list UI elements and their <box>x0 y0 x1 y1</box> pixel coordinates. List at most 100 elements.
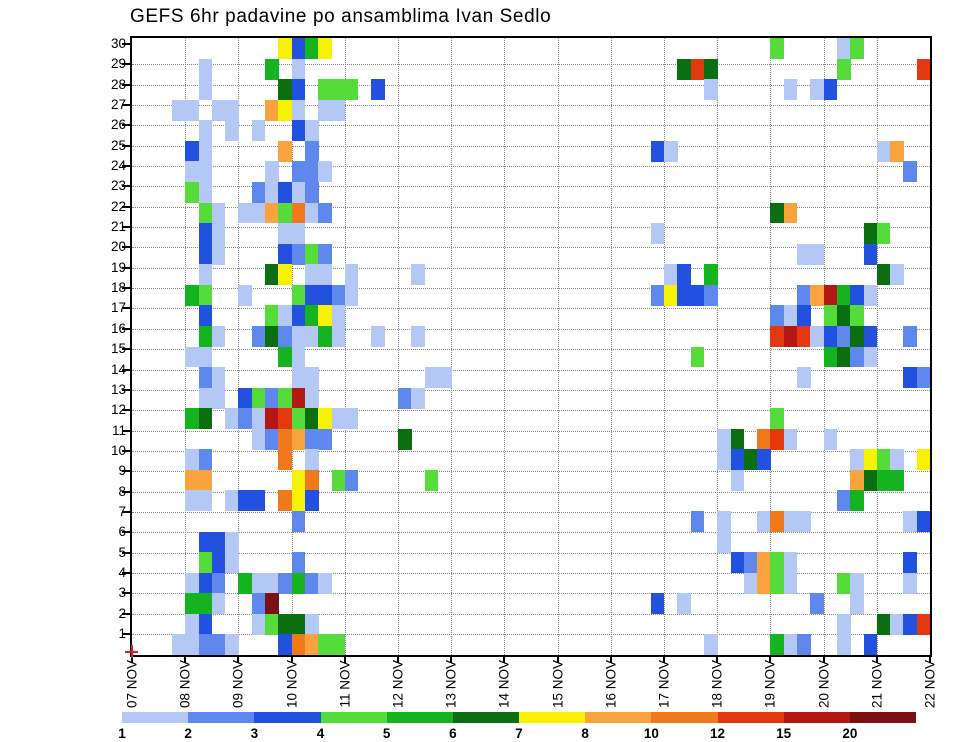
y-tick-label: 16 <box>110 320 126 336</box>
heatmap-cell <box>291 634 306 655</box>
x-tick <box>503 655 506 663</box>
heatmap-cell <box>770 408 785 430</box>
heatmap-cell <box>331 99 346 121</box>
heatmap-cell <box>717 449 731 471</box>
heatmap-cell <box>690 284 705 306</box>
heatmap-cell <box>265 593 279 615</box>
x-tick <box>556 655 559 663</box>
y-tick <box>122 470 130 473</box>
heatmap-cell <box>863 469 878 491</box>
heatmap-cell <box>291 223 306 245</box>
h-gridline <box>132 634 930 635</box>
heatmap-cell <box>836 325 851 347</box>
heatmap-cell <box>371 79 386 101</box>
heatmap-cell <box>185 469 199 491</box>
heatmap-cell <box>198 346 213 368</box>
y-tick <box>122 43 130 45</box>
colorbar-segment <box>386 712 453 723</box>
v-gridline <box>557 38 559 655</box>
heatmap-grid <box>132 38 930 655</box>
heatmap-cell <box>757 428 771 450</box>
heatmap-cell <box>850 284 864 306</box>
x-tick-label: 14 NOV <box>496 659 512 709</box>
heatmap-cell <box>770 305 785 327</box>
heatmap-cell <box>304 305 319 327</box>
colorbar-label: 12 <box>709 726 726 741</box>
heatmap-cell <box>278 387 292 409</box>
heatmap-cell <box>850 325 864 347</box>
x-tick <box>343 655 346 663</box>
heatmap-cell <box>198 58 213 80</box>
heatmap-cell <box>198 243 213 265</box>
heatmap-cell <box>304 449 319 471</box>
h-gridline <box>132 227 930 229</box>
heatmap-cell <box>278 634 292 655</box>
heatmap-cell <box>185 284 199 306</box>
heatmap-cell <box>185 140 199 162</box>
colorbar-segment <box>254 712 321 723</box>
y-tick <box>122 185 130 188</box>
heatmap-cell <box>225 490 239 512</box>
y-tick <box>122 63 130 66</box>
heatmap-cell <box>650 140 665 162</box>
heatmap-cell <box>291 387 306 409</box>
heatmap-cell <box>265 408 279 430</box>
heatmap-cell <box>251 408 266 430</box>
heatmap-cell <box>876 264 891 286</box>
colorbar-segment <box>188 712 255 723</box>
heatmap-cell <box>304 264 319 286</box>
heatmap-cell <box>690 58 705 80</box>
h-gridline <box>132 308 930 310</box>
plot-area <box>130 36 932 657</box>
colorbar-segment <box>717 712 784 723</box>
heatmap-cell <box>318 264 332 286</box>
heatmap-cell <box>278 346 292 368</box>
heatmap-cell <box>291 469 306 491</box>
y-tick <box>122 287 130 290</box>
heatmap-cell <box>251 120 266 142</box>
h-gridline <box>132 389 930 391</box>
y-tick <box>122 571 130 574</box>
heatmap-cell <box>291 490 306 512</box>
heatmap-cell <box>304 38 319 59</box>
heatmap-cell <box>291 613 306 635</box>
heatmap-cell <box>823 346 838 368</box>
heatmap-cell <box>850 449 864 471</box>
heatmap-cell <box>344 469 359 491</box>
heatmap-cell <box>903 572 918 594</box>
heatmap-cell <box>850 572 864 594</box>
heatmap-cell <box>291 120 306 142</box>
heatmap-cell <box>225 99 239 121</box>
heatmap-cell <box>265 264 279 286</box>
heatmap-cell <box>836 613 851 635</box>
h-gridline <box>132 125 930 127</box>
heatmap-cell <box>836 346 851 368</box>
heatmap-cell <box>677 284 691 306</box>
y-tick <box>122 592 130 595</box>
heatmap-cell <box>318 305 332 327</box>
heatmap-cell <box>770 634 785 655</box>
heatmap-cell <box>291 161 306 183</box>
y-tick <box>122 633 130 635</box>
colorbar-label: 3 <box>250 726 259 741</box>
heatmap-cell <box>411 387 425 409</box>
heatmap-cell <box>265 428 279 450</box>
heatmap-cell <box>664 264 678 286</box>
x-tick <box>929 655 931 663</box>
h-gridline <box>132 64 930 66</box>
heatmap-cell <box>850 469 864 491</box>
heatmap-cell <box>265 305 279 327</box>
v-gridline <box>664 38 665 655</box>
x-tick-label: 12 NOV <box>390 659 406 709</box>
h-gridline <box>132 105 930 107</box>
heatmap-cell <box>903 325 918 347</box>
heatmap-cell <box>198 284 213 306</box>
heatmap-cell <box>211 243 226 265</box>
heatmap-cell <box>198 264 213 286</box>
heatmap-cell <box>251 572 266 594</box>
heatmap-cell <box>278 243 292 265</box>
colorbar-segment <box>783 712 850 723</box>
heatmap-cell <box>757 572 771 594</box>
heatmap-cell <box>770 511 785 532</box>
heatmap-cell <box>198 490 213 512</box>
